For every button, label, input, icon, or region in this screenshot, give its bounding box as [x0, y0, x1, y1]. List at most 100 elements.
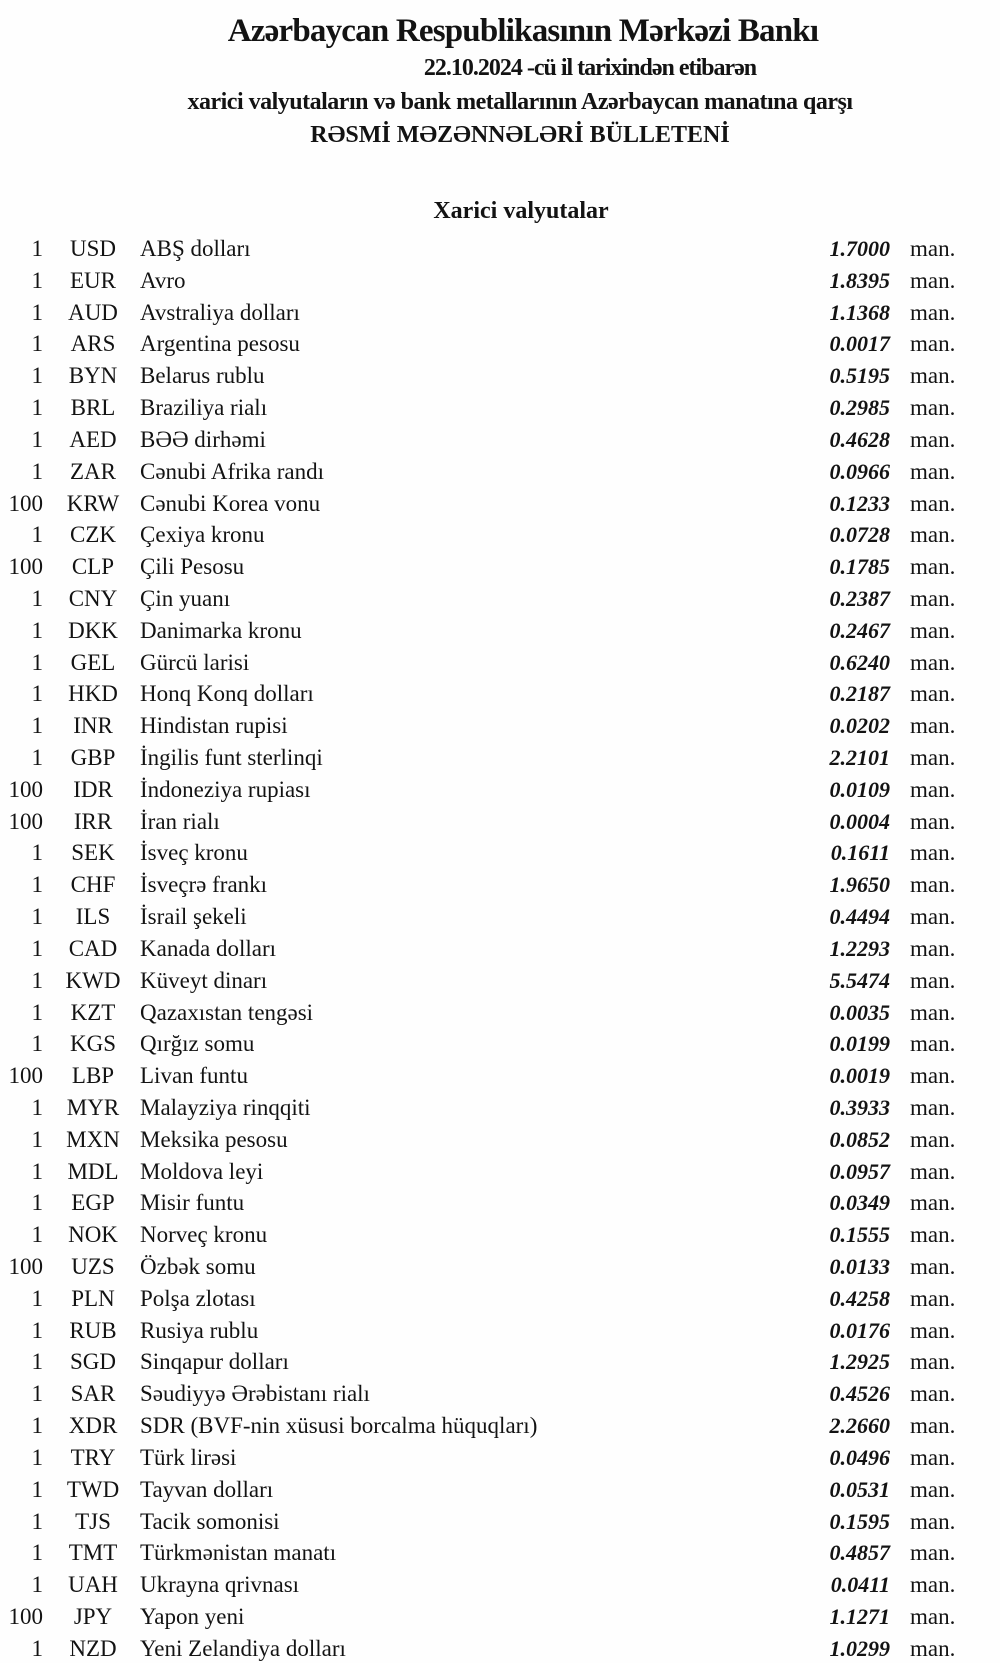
- currency-name: Cənubi Korea vonu: [140, 490, 321, 516]
- currency-quantity: 100: [8, 1063, 44, 1089]
- currency-quantity: 100: [8, 554, 44, 580]
- currency-quantity: 1: [31, 1413, 44, 1439]
- exchange-rates-table: 1 USD ABŞ dolları 1.7000 man. 1 EUR Avro…: [0, 233, 970, 1663]
- currency-quantity: 1: [31, 363, 44, 389]
- currency-name: ABŞ dolları: [140, 236, 251, 261]
- section-title-foreign-currencies: Xarici valyutalar: [433, 198, 609, 224]
- currency-row: 1 MYR Malayziya rinqqiti 0.3933 man.: [0, 1092, 970, 1124]
- currency-rate: 0.2985: [829, 395, 891, 421]
- currency-row: 1 SEK İsveç kronu 0.1611 man.: [0, 837, 970, 869]
- currency-name: İsveç kronu: [140, 840, 248, 866]
- currency-name: Kanada dolları: [140, 935, 277, 961]
- currency-rate: 0.0966: [829, 458, 891, 484]
- currency-code: KGS: [69, 1031, 116, 1057]
- currency-row: 100 UZS Özbək somu 0.0133 man.: [0, 1251, 970, 1283]
- currency-row: 1 XDR SDR (BVF-nin xüsusi borcalma hüquq…: [0, 1410, 970, 1442]
- currency-quantity: 1: [31, 840, 44, 866]
- currency-code: TJS: [75, 1508, 111, 1534]
- currency-row: 1 MXN Meksika pesosu 0.0852 man.: [0, 1124, 970, 1156]
- currency-row: 1 EUR Avro 1.8395 man.: [0, 265, 970, 297]
- currency-code: SGD: [69, 1349, 116, 1375]
- currency-unit-label: man.: [910, 1381, 956, 1407]
- currency-row: 1 EGP Misir funtu 0.0349 man.: [0, 1187, 970, 1219]
- currency-row: 1 BRL Braziliya rialı 0.2985 man.: [0, 392, 970, 424]
- currency-rate: 0.4628: [829, 426, 891, 452]
- currency-quantity: 1: [31, 458, 44, 484]
- currency-rate: 0.0202: [829, 713, 891, 739]
- currency-rate: 0.0019: [829, 1063, 891, 1089]
- currency-quantity: 100: [8, 1254, 44, 1279]
- currency-quantity: 1: [31, 967, 44, 993]
- currency-row: 1 TWD Tayvan dolları 0.0531 man.: [0, 1474, 970, 1506]
- currency-name: SDR (BVF-nin xüsusi borcalma hüquqları): [140, 1413, 538, 1439]
- currency-unit-label: man.: [910, 904, 956, 930]
- currency-name: Tayvan dolları: [140, 1476, 274, 1502]
- currency-unit-label: man.: [910, 1444, 956, 1470]
- currency-row: 1 NOK Norveç kronu 0.1555 man.: [0, 1219, 970, 1251]
- currency-name: İsveçrə frankı: [140, 872, 268, 898]
- currency-unit-label: man.: [910, 1317, 956, 1343]
- currency-quantity: 1: [31, 904, 44, 930]
- currency-unit-label: man.: [910, 236, 956, 261]
- currency-rate: 1.2293: [829, 935, 891, 961]
- currency-code: DKK: [68, 617, 118, 643]
- currency-rate: 1.9650: [829, 872, 891, 898]
- currency-code: UZS: [71, 1254, 115, 1279]
- currency-unit-label: man.: [910, 554, 956, 580]
- currency-code: RUB: [69, 1317, 117, 1343]
- currency-unit-label: man.: [910, 1508, 956, 1534]
- currency-rate: 2.2660: [829, 1413, 891, 1439]
- currency-unit-label: man.: [910, 776, 956, 802]
- currency-name: Gürcü larisi: [140, 649, 250, 675]
- currency-quantity: 1: [31, 1031, 44, 1057]
- currency-row: 1 BYN Belarus rublu 0.5195 man.: [0, 360, 970, 392]
- currency-row: 1 SAR Səudiyyə Ərəbistanı rialı 0.4526 m…: [0, 1378, 970, 1410]
- currency-rate: 0.1233: [829, 490, 891, 516]
- currency-quantity: 1: [31, 1190, 44, 1216]
- currency-code: CAD: [68, 935, 118, 961]
- currency-name: Səudiyyə Ərəbistanı rialı: [140, 1381, 370, 1407]
- currency-quantity: 1: [31, 1126, 44, 1152]
- currency-unit-label: man.: [910, 522, 956, 548]
- currency-unit-label: man.: [910, 1285, 956, 1311]
- currency-code: EUR: [70, 267, 116, 293]
- currency-name: Çili Pesosu: [140, 554, 245, 580]
- currency-unit-label: man.: [910, 649, 956, 675]
- currency-quantity: 1: [31, 1349, 44, 1375]
- currency-rate: 1.8395: [829, 267, 891, 293]
- currency-name: Türkmənistan manatı: [140, 1540, 337, 1566]
- currency-name: Argentina pesosu: [140, 331, 300, 357]
- currency-code: LBP: [71, 1063, 115, 1089]
- currency-rate: 0.0852: [829, 1126, 891, 1152]
- currency-row: 1 GBP İngilis funt sterlinqi 2.2101 man.: [0, 742, 970, 774]
- currency-unit-label: man.: [910, 1572, 956, 1598]
- currency-rate: 1.0299: [829, 1635, 891, 1661]
- currency-rate: 0.0496: [829, 1444, 891, 1470]
- currency-unit-label: man.: [910, 872, 956, 898]
- currency-rate: 0.0349: [829, 1190, 891, 1216]
- currency-quantity: 1: [31, 1508, 44, 1534]
- currency-name: Ukrayna qrivnası: [140, 1572, 300, 1598]
- subtitle-line: xarici valyutaların və bank metallarının…: [187, 89, 853, 115]
- currency-code: HKD: [68, 681, 118, 707]
- currency-rate: 0.2187: [829, 681, 891, 707]
- currency-rate: 0.0176: [829, 1317, 891, 1343]
- currency-rate: 1.7000: [829, 236, 891, 261]
- currency-unit-label: man.: [910, 840, 956, 866]
- currency-quantity: 1: [31, 617, 44, 643]
- currency-unit-label: man.: [910, 1635, 956, 1661]
- currency-name: Yapon yeni: [140, 1603, 245, 1629]
- currency-rate: 0.1611: [830, 840, 890, 866]
- currency-code: EGP: [71, 1190, 115, 1216]
- currency-code: XDR: [68, 1413, 118, 1439]
- currency-rate: 0.0017: [829, 331, 891, 357]
- currency-rate: 0.3933: [829, 1094, 891, 1120]
- currency-rate: 0.1595: [829, 1508, 891, 1534]
- currency-rate: 1.1271: [829, 1603, 891, 1629]
- currency-name: Avstraliya dolları: [140, 299, 300, 325]
- currency-row: 1 ILS İsrail şekeli 0.4494 man.: [0, 901, 970, 933]
- currency-unit-label: man.: [910, 363, 956, 389]
- currency-code: GEL: [70, 649, 116, 675]
- currency-rate: 5.5474: [829, 967, 891, 993]
